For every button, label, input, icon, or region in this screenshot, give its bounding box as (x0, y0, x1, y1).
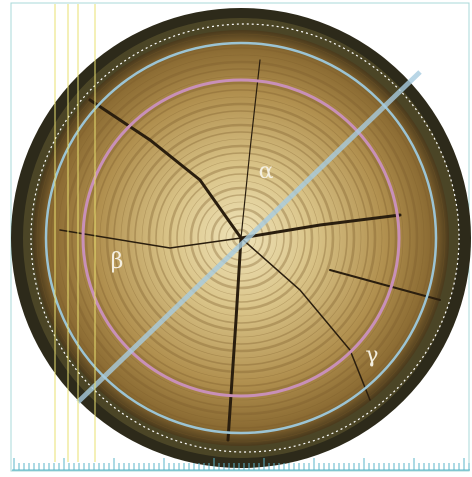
cracks (59, 59, 441, 442)
vertical-guides (54, 4, 96, 462)
crack (59, 229, 242, 249)
ruler (12, 458, 470, 471)
ring (99, 96, 383, 380)
diagonal-line (76, 70, 422, 404)
crack (329, 269, 441, 301)
crack (239, 213, 402, 240)
ring (183, 180, 299, 296)
ring (204, 201, 278, 275)
ring (50, 47, 432, 429)
ring (78, 75, 404, 401)
dotted-circle (30, 23, 460, 453)
ring (63, 60, 419, 416)
ring (210, 207, 272, 269)
ring (197, 194, 285, 282)
ring (155, 152, 327, 324)
ring (84, 81, 398, 395)
ring (134, 131, 348, 345)
crack (240, 59, 261, 239)
ring (168, 165, 314, 311)
label-beta: β (111, 249, 124, 274)
crack (240, 237, 371, 401)
ring (71, 68, 411, 408)
ring (141, 138, 341, 338)
ring (189, 186, 293, 290)
blue-circle (44, 41, 438, 435)
ring (176, 173, 306, 303)
label-alpha: α (259, 159, 274, 184)
ring (162, 159, 320, 317)
ring (36, 33, 446, 443)
ring (113, 110, 369, 366)
ring (42, 39, 440, 437)
pink-circle (81, 78, 401, 398)
crack (88, 98, 243, 240)
label-gamma: γ (365, 343, 378, 368)
ring (126, 123, 356, 353)
ring (92, 89, 390, 387)
ring (120, 117, 362, 359)
ring (57, 54, 425, 422)
crack (226, 236, 243, 442)
ring (147, 144, 335, 332)
growth-rings (36, 33, 446, 443)
